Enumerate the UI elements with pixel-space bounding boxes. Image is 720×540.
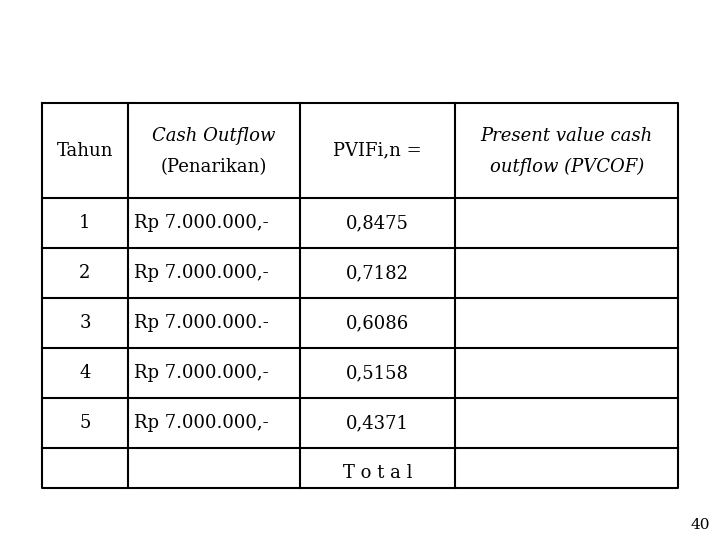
Text: Rp 7.000.000,-: Rp 7.000.000,- bbox=[134, 414, 269, 432]
Text: 4: 4 bbox=[79, 364, 91, 382]
Text: 2: 2 bbox=[79, 264, 91, 282]
Text: Rp 7.000.000,-: Rp 7.000.000,- bbox=[134, 214, 269, 232]
Text: 0,5158: 0,5158 bbox=[346, 364, 409, 382]
Text: PVIFi,n =: PVIFi,n = bbox=[333, 141, 422, 159]
Text: 0,7182: 0,7182 bbox=[346, 264, 409, 282]
Text: Rp 7.000.000,-: Rp 7.000.000,- bbox=[134, 364, 269, 382]
Text: Cash Outflow: Cash Outflow bbox=[152, 127, 276, 145]
Text: 0,6086: 0,6086 bbox=[346, 314, 409, 332]
Text: (Penarikan): (Penarikan) bbox=[161, 158, 267, 176]
Text: Present value cash: Present value cash bbox=[480, 127, 653, 145]
Text: T o t a l: T o t a l bbox=[343, 464, 413, 482]
Text: outflow (PVCOF): outflow (PVCOF) bbox=[490, 158, 644, 176]
Text: 0,4371: 0,4371 bbox=[346, 414, 409, 432]
Text: 40: 40 bbox=[690, 518, 710, 532]
Text: 1: 1 bbox=[79, 214, 91, 232]
Text: 3: 3 bbox=[79, 314, 91, 332]
Text: 0,8475: 0,8475 bbox=[346, 214, 409, 232]
Text: Rp 7.000.000.-: Rp 7.000.000.- bbox=[134, 314, 269, 332]
Text: Tahun: Tahun bbox=[57, 141, 113, 159]
Text: Rp 7.000.000,-: Rp 7.000.000,- bbox=[134, 264, 269, 282]
Text: 5: 5 bbox=[79, 414, 91, 432]
